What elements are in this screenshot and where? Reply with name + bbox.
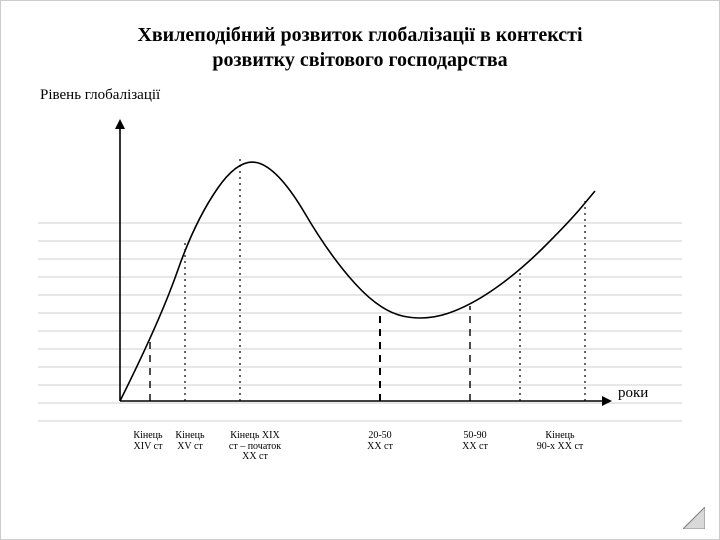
chart-canvas	[30, 81, 690, 521]
globalization-wave-chart: Рівень глобалізації роки Кінець XIV ст Кі…	[30, 81, 690, 521]
x-tick-label: Кінець XV ст	[175, 431, 204, 452]
title-line-1: Хвилеподібний розвиток глобалізації в ко…	[137, 24, 582, 46]
x-axis-label: роки	[618, 385, 648, 402]
y-axis-label: Рівень глобалізації	[40, 87, 160, 104]
x-tick-label: 20-50 XX ст	[367, 431, 393, 452]
page-title: Хвилеподібний розвиток глобалізації в ко…	[29, 23, 691, 73]
x-tick-label: Кінець XIV ст	[133, 431, 162, 452]
x-tick-label: Кінець 90-х XX ст	[537, 431, 584, 452]
x-tick-label: Кінець XIX ст – початок XX ст	[229, 431, 281, 463]
page-corner-fold-icon	[683, 507, 705, 529]
page: Хвилеподібний розвиток глобалізації в ко…	[0, 0, 720, 540]
title-line-2: розвитку світового господарства	[212, 49, 507, 71]
x-tick-label: 50-90 XX ст	[462, 431, 488, 452]
